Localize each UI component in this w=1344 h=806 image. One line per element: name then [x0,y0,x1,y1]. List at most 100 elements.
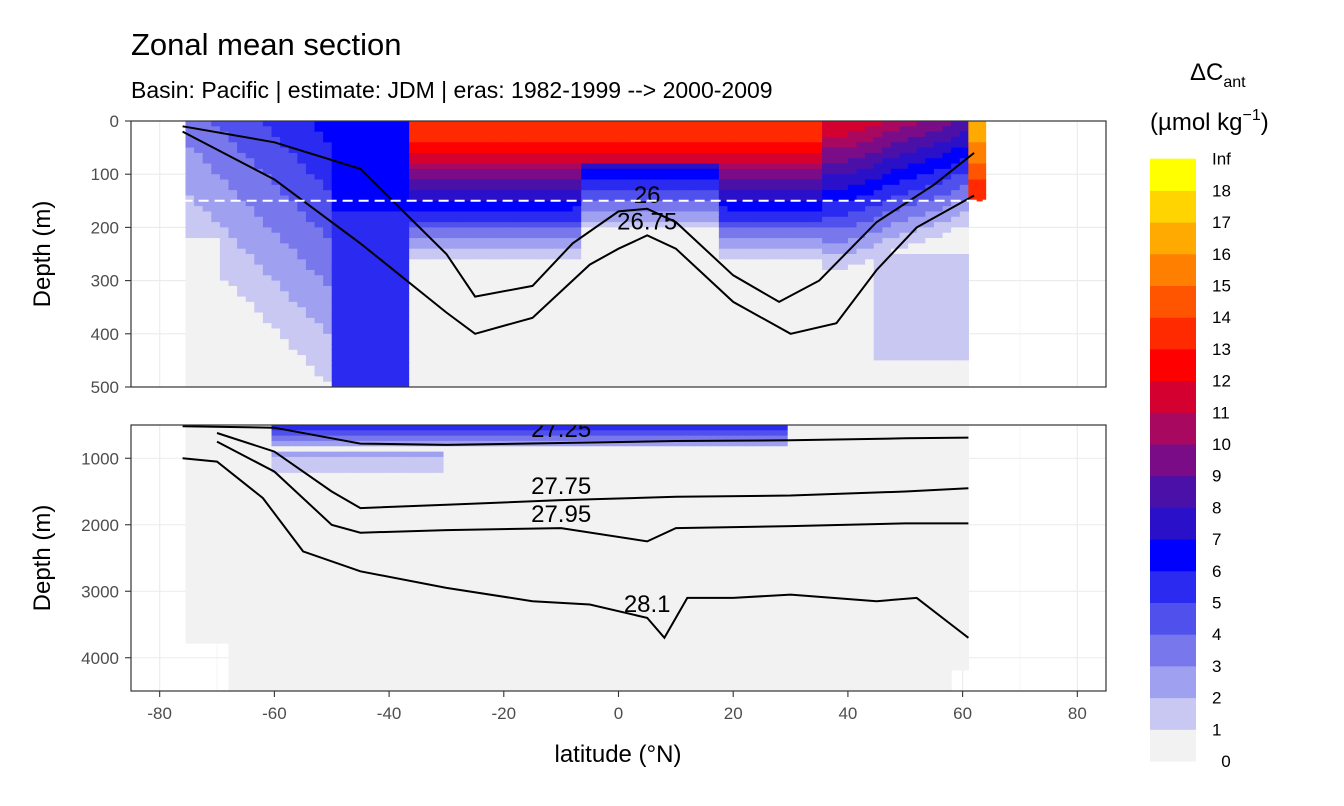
field-cell [736,174,746,181]
field-cell [890,136,901,143]
field-cell [718,323,729,330]
field-cell [890,126,901,133]
field-cell [658,275,668,282]
field-cell [288,163,298,170]
field-cell [417,200,427,207]
field-cell [357,280,367,287]
field-cell [839,333,849,340]
field-cell [366,365,376,372]
field-cell [245,285,255,292]
field-cell [271,344,281,351]
field-cell [744,174,754,181]
field-cell [796,200,806,207]
field-cell [770,355,780,361]
field-cell [890,216,901,223]
field-cell [219,216,230,223]
field-cell [718,376,729,383]
field-cell [787,381,797,387]
field-cell [383,285,393,292]
field-cell [632,339,643,346]
field-cell [804,163,815,170]
field-cell [822,328,832,335]
field-cell [598,317,608,324]
field-cell [555,222,565,228]
field-cell [564,291,574,298]
field-cell [641,243,651,250]
field-cell [245,232,255,239]
field-cell [383,152,393,159]
field-cell [434,152,445,159]
field-cell [374,376,384,383]
field-cell [357,142,367,149]
field-cell [357,195,367,202]
field-cell [228,142,238,149]
field-cell [529,142,539,149]
field-cell [787,376,797,383]
field-cell [185,526,195,532]
field-cell [641,211,651,218]
field-cell [383,381,393,387]
field-cell [288,296,298,303]
field-cell [340,227,350,234]
field-cell [331,216,341,223]
field-cell [452,371,462,377]
field-cell [770,158,780,165]
field-cell [452,328,462,335]
field-cell [607,328,617,335]
field-cell [297,243,307,250]
field-cell [357,216,367,223]
field-cell [787,174,797,181]
field-cell [245,558,255,564]
field-cell [813,307,823,314]
field-cell [211,488,221,495]
field-cell [598,131,608,138]
field-cell [830,360,840,367]
field-cell [495,121,505,127]
field-cell [417,275,427,282]
field-cell [443,307,453,314]
field-cell [839,200,849,207]
field-cell [581,227,591,234]
field-cell [856,275,866,282]
field-cell [245,595,255,602]
field-cell [830,365,840,372]
field-cell [538,317,548,324]
field-cell [400,269,410,276]
field-cell [202,568,212,575]
field-cell [830,328,840,335]
field-cell [658,243,668,250]
field-cell [503,307,513,314]
field-cell [675,280,686,287]
field-cell [237,360,247,367]
field-cell [632,323,643,330]
field-cell [770,243,780,250]
field-cell [710,381,720,387]
field-cell [521,381,531,387]
field-cell [813,339,823,346]
field-cell [280,147,290,154]
field-cell [219,616,230,623]
field-cell [460,168,470,175]
field-cell [641,184,651,191]
field-cell [434,264,445,271]
field-cell [753,216,763,223]
field-cell [847,381,858,387]
field-cell [933,216,944,223]
field-cell [460,200,470,207]
field-cell [976,195,987,202]
field-cell [744,142,754,149]
field-cell [340,152,350,159]
field-cell [925,296,935,303]
field-cell [297,184,307,191]
field-cell [237,637,247,644]
field-cell [512,312,522,319]
field-cell [323,131,333,138]
field-cell [348,355,359,361]
field-cell [409,312,419,319]
field-cell [615,317,625,324]
field-cell [899,174,909,181]
field-cell [228,312,238,319]
field-cell [202,126,212,133]
field-cell [366,200,376,207]
field-cell [460,333,470,340]
